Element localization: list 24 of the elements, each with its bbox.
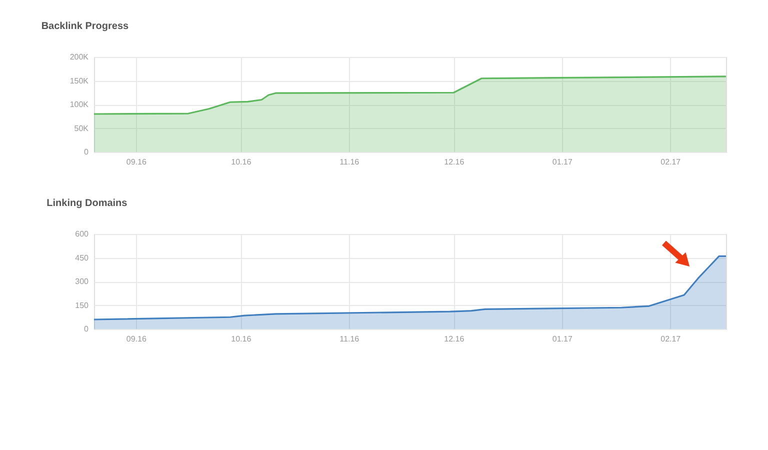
x-tick-label: 11.16 xyxy=(340,158,360,166)
x-tick-label: 01.17 xyxy=(552,334,573,344)
y-tick-label: 300 xyxy=(75,277,90,286)
x-tick-label: 09.16 xyxy=(126,334,147,344)
x-tick-label: 10.16 xyxy=(231,158,252,166)
x-tick-label: 02.17 xyxy=(660,158,682,166)
y-tick-label: 150K xyxy=(70,76,90,86)
x-tick-label: 12.16 xyxy=(444,158,465,166)
y-tick-label: 100K xyxy=(70,100,90,109)
y-tick-label: 450 xyxy=(75,253,90,262)
chart-title: Linking Domains xyxy=(46,198,128,209)
y-tick-label: 200K xyxy=(70,52,90,62)
x-tick-label: 09.16 xyxy=(126,158,147,166)
y-tick-label: 150 xyxy=(75,300,90,310)
chart-title: Backlink Progress xyxy=(41,21,130,32)
y-tick-label: 50K xyxy=(74,124,90,133)
x-tick-label: 12.16 xyxy=(444,334,465,344)
x-tick-label: 10.16 xyxy=(231,334,252,344)
x-tick-label: 11.16 xyxy=(340,334,360,344)
y-tick-label: 600 xyxy=(75,230,90,238)
y-tick-label: 0 xyxy=(84,324,90,334)
y-tick-label: 0 xyxy=(84,148,90,156)
x-tick-label: 02.17 xyxy=(660,334,682,344)
x-tick-label: 01.17 xyxy=(552,158,573,166)
